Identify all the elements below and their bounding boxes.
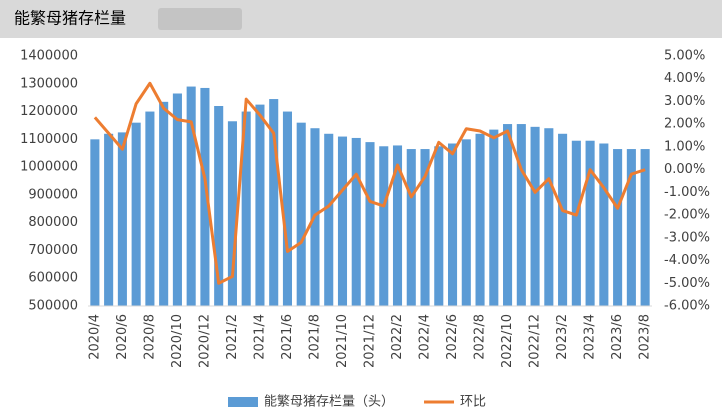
bar: [461, 139, 471, 306]
bar: [255, 104, 265, 306]
bar: [558, 133, 568, 306]
bar: [585, 140, 595, 306]
bar: [351, 137, 361, 306]
legend-label: 环比: [460, 395, 486, 410]
x-tick-label: 2023/6: [610, 314, 625, 360]
bar: [200, 87, 210, 306]
bar: [392, 145, 403, 306]
x-tick-label: 2020/6: [115, 314, 130, 360]
x-tick-label: 2020/4: [87, 314, 102, 360]
bar: [530, 126, 540, 306]
y-tick-label: 600000: [28, 271, 78, 286]
x-tick-label: 2023/4: [583, 314, 598, 360]
bar: [447, 143, 458, 306]
bar: [599, 143, 609, 306]
bar: [186, 86, 196, 306]
legend-label: 能繁母猪存栏量（头）: [264, 394, 394, 410]
y-tick-label: 1000000: [20, 160, 78, 175]
chart-title: 能繁母猪存栏量: [14, 9, 126, 28]
x-tick-label: 2021/2: [225, 314, 240, 360]
y2-tick-label: 4.00%: [664, 71, 705, 86]
y2-tick-label: -2.00%: [664, 208, 710, 223]
y-tick-label: 1400000: [20, 49, 78, 64]
bar: [324, 133, 334, 306]
bar: [420, 149, 430, 306]
x-tick-label: 2022/10: [500, 314, 515, 368]
y2-tick-label: 5.00%: [664, 49, 705, 64]
bar: [337, 136, 348, 306]
bar: [571, 140, 581, 306]
bar: [489, 129, 499, 306]
bar: [172, 93, 182, 306]
y2-tick-label: 1.00%: [664, 139, 705, 154]
y-tick-label: 1300000: [20, 76, 78, 91]
bar: [117, 132, 127, 306]
bar: [104, 133, 114, 306]
y2-tick-label: -5.00%: [664, 276, 710, 291]
y-tick-label: 700000: [28, 243, 78, 258]
bar: [214, 106, 224, 306]
x-tick-label: 2023/2: [555, 314, 570, 360]
line: [93, 81, 646, 285]
bar: [613, 149, 623, 306]
y2-tick-label: -6.00%: [664, 299, 710, 314]
bar: [227, 121, 237, 307]
x-tick-label: 2020/10: [170, 314, 185, 368]
bar: [159, 101, 169, 306]
x-tick-label: 2021/10: [335, 314, 350, 368]
bar: [434, 146, 444, 306]
x-tick-label: 2021/8: [307, 314, 322, 360]
bar: [640, 149, 650, 306]
x-tick-label: 2022/2: [390, 314, 405, 360]
bar: [269, 99, 279, 306]
y-tick-label: 1100000: [20, 132, 78, 147]
x-tick-label: 2020/12: [197, 314, 212, 368]
bar: [626, 149, 636, 306]
y-tick-label: 900000: [28, 187, 78, 202]
bar: [544, 128, 554, 306]
y2-tick-label: -1.00%: [664, 185, 710, 200]
x-tick-label: 2021/12: [363, 314, 378, 368]
x-tick-label: 2021/6: [280, 314, 295, 360]
bar: [131, 122, 141, 307]
bar: [241, 111, 251, 306]
bar: [379, 146, 389, 306]
x-tick-label: 2021/4: [252, 314, 267, 360]
bar: [516, 124, 526, 306]
y-tick-label: 500000: [28, 299, 78, 314]
bar: [365, 142, 375, 306]
y2-tick-label: 2.00%: [664, 117, 705, 132]
bar: [282, 111, 293, 306]
header-bar: [0, 0, 722, 38]
x-tick-label: 2022/4: [418, 314, 433, 360]
y-tick-label: 800000: [28, 215, 78, 230]
bar: [475, 133, 485, 306]
bar: [296, 122, 306, 307]
x-tick-label: 2020/8: [142, 314, 157, 360]
bar: [145, 111, 155, 306]
bar: [406, 149, 416, 306]
y2-tick-label: 3.00%: [664, 94, 705, 109]
x-tick-label: 2022/6: [445, 314, 460, 360]
y2-tick-label: -4.00%: [664, 253, 710, 268]
x-tick-label: 2022/8: [473, 314, 488, 360]
y2-tick-label: -3.00%: [664, 230, 710, 245]
y-tick-label: 1200000: [20, 104, 78, 119]
bar: [90, 139, 100, 306]
bar: [503, 124, 513, 306]
y2-tick-label: 0.00%: [664, 162, 705, 177]
legend-swatch: [228, 397, 258, 407]
x-tick-label: 2022/12: [528, 314, 543, 368]
redacted-block: [158, 8, 242, 30]
x-tick-label: 2023/8: [638, 314, 653, 360]
